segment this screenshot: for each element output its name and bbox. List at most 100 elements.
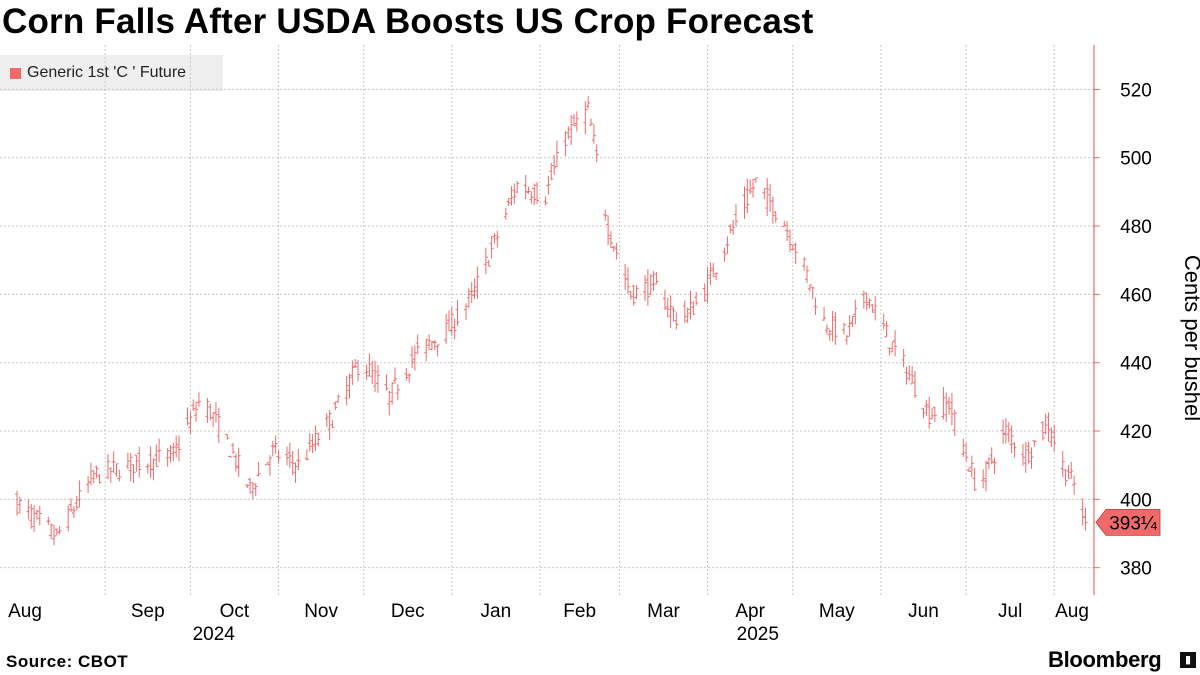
ohlc-bar (1043, 413, 1048, 435)
ohlc-bar (603, 209, 608, 221)
ohlc-bar (384, 374, 389, 391)
ohlc-bar (549, 163, 554, 181)
ohlc-bar (805, 265, 810, 283)
ohlc-bar (427, 334, 432, 350)
y-axis: 380 400 420 440 460 480 500 520 (1093, 45, 1152, 595)
ohlc-bar (554, 140, 559, 167)
ohlc-bar (984, 460, 989, 492)
ohlc-bar (691, 301, 696, 315)
ohlc-bar (503, 208, 508, 220)
grid (0, 45, 1094, 595)
ohlc-bar (1009, 425, 1014, 454)
ohlc-bar (29, 503, 34, 529)
ohlc-bar (753, 177, 758, 183)
ohlc-bar (1069, 461, 1074, 479)
ohlc-bar (211, 412, 216, 428)
ohlc-bar (350, 360, 355, 386)
ohlc-bar (506, 197, 511, 206)
ohlc-bar (586, 96, 591, 109)
ohlc-bar (225, 433, 230, 440)
ohlc-bar (1023, 441, 1028, 473)
ohlc-bar (981, 469, 986, 489)
ohlc-bar (46, 516, 51, 526)
ohlc-bar (608, 231, 613, 249)
ohlc-bar (742, 186, 747, 219)
ohlc-bar (407, 373, 412, 383)
ohlc-bar (645, 269, 650, 306)
ohlc-bar (941, 387, 946, 420)
ohlc-bar (614, 242, 619, 260)
ohlc-bar (336, 394, 341, 404)
ohlc-bar (375, 364, 380, 393)
ohlc-bar (768, 183, 773, 213)
ohlc-bar (651, 270, 656, 291)
ohlc-bar (1026, 441, 1031, 464)
ohlc-bar (66, 505, 71, 532)
x-tick-label: May (819, 601, 855, 622)
ohlc-bar (287, 442, 292, 468)
ohlc-bar (901, 349, 906, 368)
y-tick-label: 460 (1120, 285, 1152, 306)
ohlc-bar (961, 438, 966, 457)
ohlc-bar (86, 476, 91, 493)
ohlc-bar (574, 111, 579, 132)
ohlc-bar (489, 236, 494, 259)
ohlc-bar (304, 449, 309, 461)
ohlc-bar (870, 303, 875, 313)
ohlc-bar (128, 452, 133, 482)
ohlc-bar (265, 462, 270, 466)
ohlc-bar (415, 334, 420, 355)
ohlc-bar (1012, 442, 1017, 458)
ohlc-bar (762, 188, 767, 200)
ohlc-bar (850, 315, 855, 327)
ohlc-bar (910, 365, 915, 385)
legend-label: Generic 1st 'C ' Future (27, 64, 187, 81)
ohlc-bar (745, 178, 750, 213)
ohlc-bar (552, 154, 557, 175)
ohlc-bar (571, 114, 576, 126)
x-tick-label: Jan (481, 601, 512, 622)
ohlc-bar (1001, 419, 1006, 444)
ohlc-bar (912, 371, 917, 399)
ohlc-bar (569, 115, 574, 146)
ohlc-bar (157, 438, 162, 463)
ohlc-bar (390, 382, 395, 405)
ohlc-bar (1083, 507, 1088, 531)
ohlc-bar (671, 306, 676, 322)
ohlc-bar (17, 496, 22, 514)
ohlc-bar (51, 524, 56, 546)
ohlc-bar (483, 247, 488, 275)
ohlc-bar (833, 311, 838, 345)
ohlc-bar (404, 368, 409, 381)
x-tick-label: Aug (8, 601, 42, 622)
ohlc-bar (1020, 443, 1025, 466)
ohlc-bar (628, 291, 633, 300)
x-tick-label: Aug (1055, 601, 1089, 622)
ohlc-bar (316, 432, 321, 447)
ohlc-bar (233, 453, 238, 472)
ohlc-bar (185, 407, 190, 426)
ohlc-bar (802, 257, 807, 271)
ohlc-bar (387, 390, 392, 416)
ohlc-bar (714, 272, 719, 281)
ohlc-bar (787, 229, 792, 253)
ohlc-bar (748, 179, 753, 195)
ohlc-bar (32, 505, 37, 533)
ohlc-bar (969, 455, 974, 478)
ohlc-bar (949, 392, 954, 426)
ohlc-bar (643, 275, 648, 301)
ohlc-bar (333, 401, 338, 411)
ohlc-bar (790, 244, 795, 251)
ohlc-bar (927, 396, 932, 429)
source-note: Source: CBOT (6, 652, 129, 671)
x-year-label: 2024 (193, 624, 236, 645)
ohlc-bar (137, 446, 142, 478)
ohlc-bar (205, 397, 210, 423)
ohlc-bar (966, 467, 971, 472)
ohlc-bar (248, 477, 253, 494)
ohlc-bar (944, 392, 949, 423)
ohlc-bar (108, 467, 113, 483)
ohlc-bar (1080, 498, 1085, 526)
ohlc-bar (731, 220, 736, 235)
ohlc-bar (49, 523, 54, 540)
